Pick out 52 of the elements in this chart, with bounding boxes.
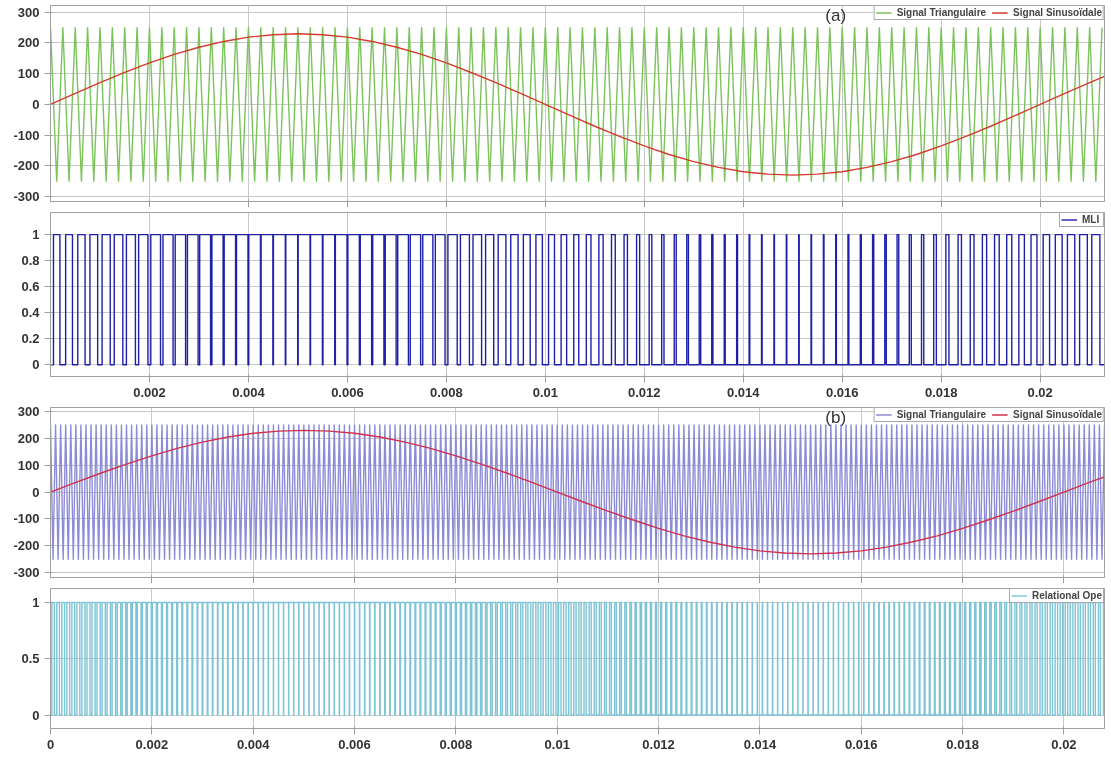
- y-tick-label: 0: [32, 707, 40, 723]
- y-tick-label: -200: [13, 158, 40, 174]
- x-tick-label: 0.018: [924, 384, 958, 400]
- x-tick-label: 0.006: [331, 384, 364, 400]
- y-tick-label: 0.4: [21, 305, 41, 321]
- x-tick-label: 0.014: [727, 384, 761, 400]
- y-tick-label: 0: [32, 484, 40, 500]
- y-tick-label: 1: [32, 227, 40, 243]
- annotation: (b): [825, 407, 847, 427]
- y-tick-label: -300: [13, 189, 40, 205]
- y-tick-label: 0: [32, 96, 40, 112]
- y-tick-label: 0.8: [21, 253, 40, 269]
- y-tick-label: -200: [13, 538, 40, 554]
- y-tick-label: 0: [32, 357, 40, 373]
- y-tick-label: -100: [13, 127, 40, 143]
- legend-label: Signal Sinusoïdale: [1013, 409, 1102, 420]
- y-tick-label: 200: [17, 430, 40, 446]
- x-tick-label: 0: [46, 736, 55, 752]
- y-tick-label: 0.6: [21, 279, 40, 295]
- x-tick-label: 0.02: [1027, 384, 1053, 400]
- x-tick-label: 0.01: [532, 384, 558, 400]
- x-tick-label: 0.012: [642, 736, 675, 752]
- y-tick-label: 300: [17, 4, 40, 20]
- legend-label: Signal Triangulaire: [896, 409, 987, 420]
- x-tick-label: 0.008: [439, 736, 473, 752]
- y-tick-label: 1: [32, 595, 40, 611]
- x-tick-label: 0.016: [845, 736, 878, 752]
- x-tick-label: 0.016: [825, 384, 859, 400]
- x-tick-label: 0.002: [133, 384, 166, 400]
- x-tick-label: 0.006: [338, 736, 371, 752]
- y-tick-label: 0.5: [21, 651, 40, 667]
- legend-label: MLI: [1082, 214, 1101, 225]
- legend-label: Relational Ope: [1031, 590, 1102, 601]
- x-tick-label: 0.002: [135, 736, 169, 752]
- x-tick-label: 0.004: [236, 736, 271, 752]
- legend-label: Signal Triangulaire: [896, 7, 987, 18]
- x-tick-label: 0.008: [430, 384, 463, 400]
- x-tick-label: 0.02: [1051, 736, 1077, 752]
- legend-label: Signal Sinusoïdale: [1013, 7, 1102, 18]
- y-tick-label: -300: [13, 565, 40, 581]
- y-tick-label: 100: [17, 457, 40, 473]
- x-tick-label: 0.012: [628, 384, 661, 400]
- y-tick-label: 100: [17, 66, 40, 82]
- x-tick-label: 0.004: [232, 384, 266, 400]
- annotation: (a): [825, 5, 847, 25]
- y-tick-label: -100: [13, 511, 40, 527]
- y-tick-label: 200: [17, 35, 40, 51]
- x-tick-label: 0.01: [544, 736, 570, 752]
- x-tick-label: 0.014: [743, 736, 777, 752]
- x-tick-label: 0.018: [946, 736, 979, 752]
- y-tick-label: 0.2: [21, 331, 40, 347]
- y-tick-label: 300: [17, 404, 40, 420]
